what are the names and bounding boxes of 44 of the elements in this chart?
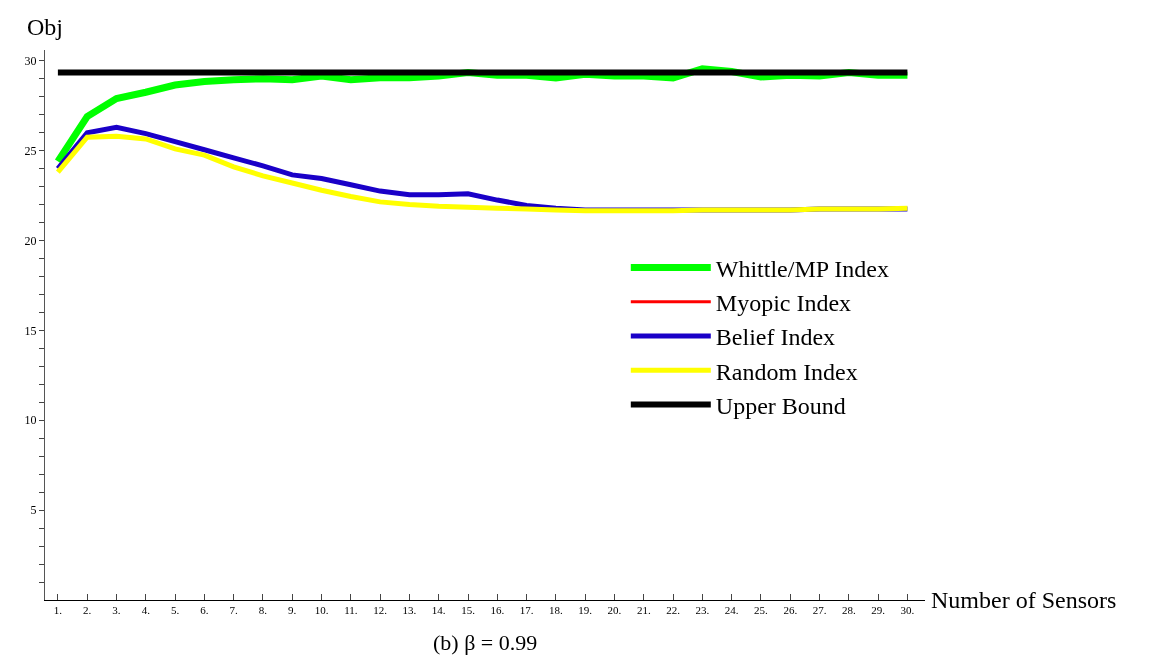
x-tick-label: 2. bbox=[83, 604, 92, 617]
x-tick-label: 13. bbox=[402, 604, 417, 617]
y-axis-title: Obj bbox=[27, 14, 63, 40]
x-tick-label: 18. bbox=[549, 604, 564, 617]
y-tick-label: 30 bbox=[24, 53, 37, 68]
x-tick-label: 28. bbox=[841, 604, 856, 617]
x-tick-label: 19. bbox=[578, 604, 593, 617]
x-tick-label: 4. bbox=[141, 604, 151, 617]
legend-label: Belief Index bbox=[715, 324, 836, 351]
y-tick-label: 25 bbox=[24, 143, 37, 158]
x-tick-label: 25. bbox=[754, 604, 769, 617]
x-tick-label: 10. bbox=[314, 604, 329, 617]
x-tick-label: 26. bbox=[783, 604, 798, 617]
x-tick-label: 22. bbox=[666, 604, 681, 617]
x-tick-label: 27. bbox=[812, 604, 827, 617]
x-tick-label: 30. bbox=[900, 604, 915, 617]
x-tick-label: 6. bbox=[200, 604, 209, 617]
x-tick-label: 16. bbox=[490, 604, 505, 617]
x-tick-label: 21. bbox=[636, 604, 651, 617]
x-tick-label: 11. bbox=[344, 604, 358, 617]
x-tick-label: 3. bbox=[112, 604, 121, 617]
legend-label: Upper Bound bbox=[715, 392, 846, 419]
x-tick-label: 20. bbox=[607, 604, 622, 617]
text: (b) β = 0.99 bbox=[433, 630, 538, 655]
x-tick-label: 17. bbox=[519, 604, 534, 617]
y-tick-label: 10 bbox=[24, 413, 37, 428]
x-tick-label: 14. bbox=[431, 604, 446, 617]
x-axis-title: Number of Sensors bbox=[931, 587, 1117, 613]
x-tick-label: 9. bbox=[288, 604, 297, 617]
x-tick-label: 29. bbox=[871, 604, 886, 617]
x-tick-label: 1. bbox=[53, 604, 63, 617]
y-tick-label: 5 bbox=[30, 503, 37, 518]
legend-label: Random Index bbox=[715, 358, 858, 385]
x-tick-label: 23. bbox=[695, 604, 710, 617]
legend-label: Whittle/MP Index bbox=[715, 255, 889, 282]
legend-label: Myopic Index bbox=[715, 290, 852, 317]
x-tick-label: 12. bbox=[373, 604, 388, 617]
x-tick-label: 24. bbox=[724, 604, 739, 617]
x-tick-label: 7. bbox=[229, 604, 239, 617]
y-tick-label: 20 bbox=[24, 233, 37, 248]
x-tick-label: 8. bbox=[258, 604, 268, 617]
y-tick-label: 15 bbox=[24, 323, 37, 338]
x-tick-label: 5. bbox=[170, 604, 180, 617]
x-tick-label: 15. bbox=[461, 604, 476, 617]
